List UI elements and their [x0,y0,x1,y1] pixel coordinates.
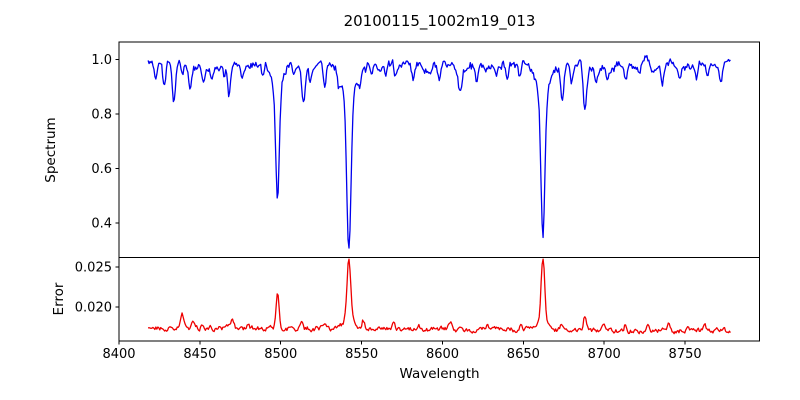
x-tick-label: 8550 [345,347,378,362]
spectrum-y-tick-label: 0.4 [91,216,112,231]
error-line [147,258,731,335]
error-y-axis-label: Error [51,282,67,316]
x-tick-label: 8650 [507,347,540,362]
spectrum-y-tick-label: 0.6 [91,162,112,177]
spectrum-y-axis-label: Spectrum [43,117,59,183]
x-tick-label: 8600 [426,347,459,362]
spectrum-y-tick-label: 1.0 [91,53,112,68]
chart-title: 20100115_1002m19_013 [343,12,536,30]
spectrum-y-tick-label: 0.8 [91,107,112,122]
x-tick-label: 8450 [183,347,216,362]
spectrum-line [147,54,731,249]
x-tick-label: 8400 [102,347,135,362]
error-y-tick-label: 0.025 [75,261,112,276]
x-axis-label: Wavelength [399,366,480,382]
x-tick-label: 8500 [264,347,297,362]
error-panel-frame [118,257,760,342]
error-y-tick-label: 0.020 [75,301,112,316]
x-tick-label: 8700 [588,347,621,362]
x-tick-label: 8750 [669,347,702,362]
